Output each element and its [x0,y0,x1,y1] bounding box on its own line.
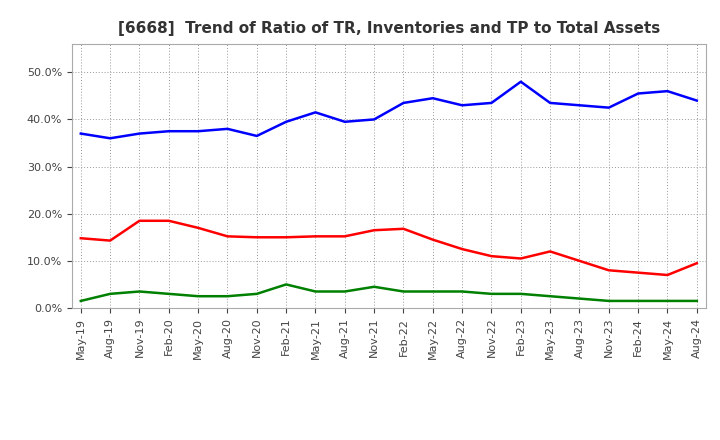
Trade Receivables [575,258,584,264]
Inventories [341,119,349,125]
Trade Payables [370,284,379,290]
Trade Receivables [106,238,114,243]
Trade Payables [194,293,202,299]
Trade Payables [663,298,672,304]
Inventories [399,100,408,106]
Title: [6668]  Trend of Ratio of TR, Inventories and TP to Total Assets: [6668] Trend of Ratio of TR, Inventories… [117,21,660,36]
Trade Payables [693,298,701,304]
Trade Payables [223,293,232,299]
Trade Payables [399,289,408,294]
Trade Receivables [428,237,437,242]
Inventories [164,128,173,134]
Trade Receivables [311,234,320,239]
Trade Payables [634,298,642,304]
Trade Receivables [76,235,85,241]
Trade Payables [487,291,496,297]
Trade Receivables [458,246,467,252]
Trade Payables [135,289,144,294]
Trade Payables [76,298,85,304]
Trade Payables [428,289,437,294]
Trade Payables [575,296,584,301]
Trade Payables [311,289,320,294]
Trade Receivables [663,272,672,278]
Inventories [223,126,232,132]
Inventories [693,98,701,103]
Inventories [194,128,202,134]
Trade Payables [106,291,114,297]
Trade Receivables [399,226,408,231]
Trade Payables [253,291,261,297]
Inventories [370,117,379,122]
Trade Receivables [370,227,379,233]
Trade Payables [282,282,290,287]
Inventories [458,103,467,108]
Inventories [634,91,642,96]
Inventories [311,110,320,115]
Trade Receivables [546,249,554,254]
Trade Payables [546,293,554,299]
Inventories [76,131,85,136]
Trade Receivables [223,234,232,239]
Trade Receivables [516,256,525,261]
Line: Trade Receivables: Trade Receivables [81,221,697,275]
Inventories [253,133,261,139]
Trade Payables [605,298,613,304]
Line: Trade Payables: Trade Payables [81,284,697,301]
Inventories [546,100,554,106]
Inventories [575,103,584,108]
Trade Receivables [487,253,496,259]
Trade Receivables [605,268,613,273]
Trade Receivables [253,235,261,240]
Trade Receivables [634,270,642,275]
Inventories [428,95,437,101]
Inventories [282,119,290,125]
Line: Inventories: Inventories [81,82,697,138]
Inventories [663,88,672,94]
Inventories [106,136,114,141]
Inventories [487,100,496,106]
Trade Receivables [693,260,701,266]
Inventories [516,79,525,84]
Inventories [135,131,144,136]
Trade Payables [164,291,173,297]
Trade Receivables [341,234,349,239]
Inventories [605,105,613,110]
Trade Payables [341,289,349,294]
Trade Payables [516,291,525,297]
Trade Receivables [164,218,173,224]
Trade Payables [458,289,467,294]
Trade Receivables [282,235,290,240]
Trade Receivables [194,225,202,231]
Trade Receivables [135,218,144,224]
